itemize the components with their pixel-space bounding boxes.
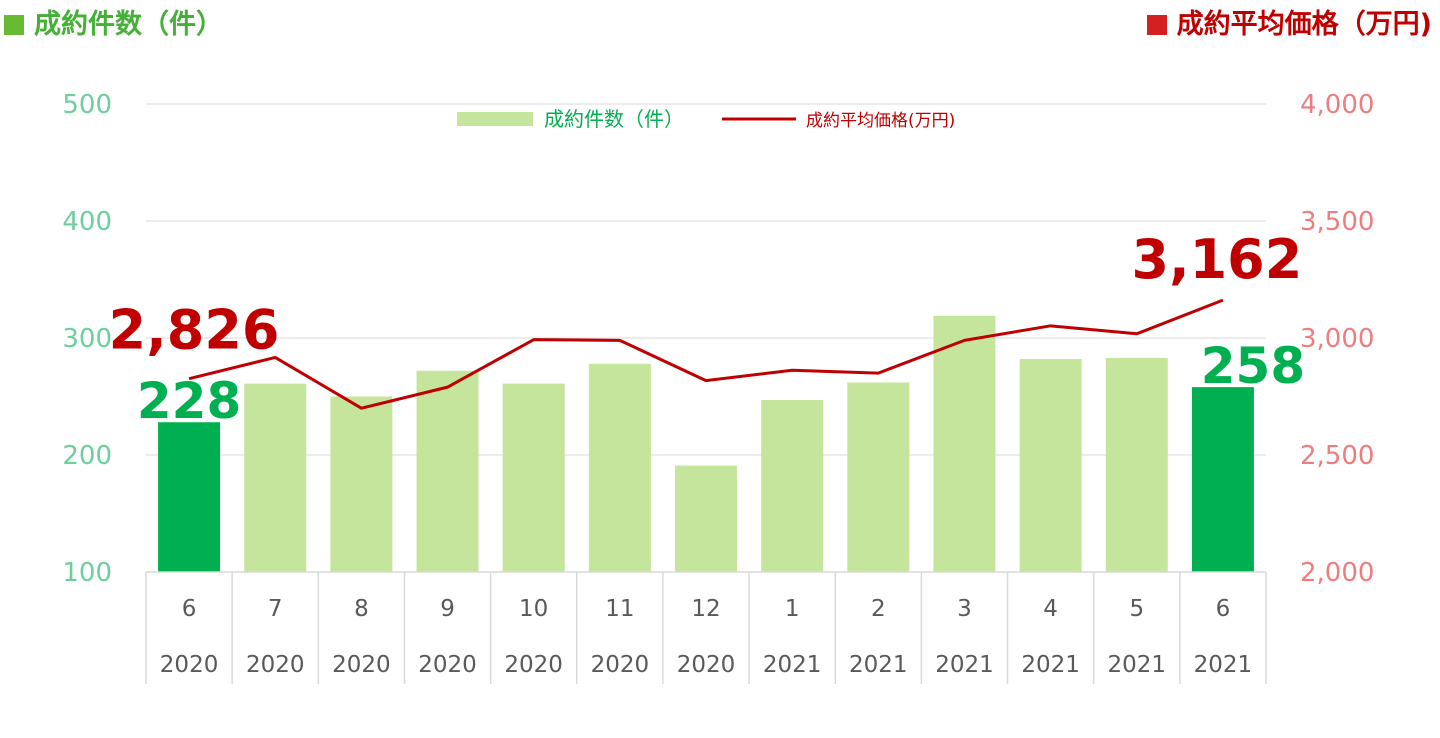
x-axis-month-label: 10 <box>519 596 548 622</box>
x-axis-year-label: 2021 <box>763 652 822 678</box>
left-axis-tick-label: 500 <box>62 90 112 120</box>
x-axis-month-label: 2 <box>871 596 886 622</box>
bar <box>1019 359 1082 572</box>
legend-line-label: 成約平均価格(万円) <box>806 111 955 131</box>
legend-bar-swatch <box>457 112 533 126</box>
bar <box>847 382 910 572</box>
right-axis-tick-label: 4,000 <box>1300 90 1374 120</box>
x-axis-month-label: 8 <box>354 596 369 622</box>
x-axis-year-label: 2020 <box>677 652 736 678</box>
x-axis-year-label: 2020 <box>418 652 477 678</box>
left-axis-tick-label: 300 <box>62 324 112 354</box>
bar <box>502 383 565 572</box>
right-axis-tick-label: 3,000 <box>1300 324 1374 354</box>
bar <box>761 400 824 572</box>
price-line <box>188 298 1224 410</box>
bar <box>158 422 221 572</box>
right-axis-header-text: 成約平均価格（万円) <box>1176 9 1432 40</box>
x-axis-month-label: 9 <box>440 596 455 622</box>
x-axis-year-label: 2020 <box>591 652 650 678</box>
x-axis-year-label: 2021 <box>1107 652 1166 678</box>
red-square-icon <box>1146 15 1167 35</box>
bar <box>1191 387 1254 572</box>
left-axis-tick-label: 200 <box>62 441 112 471</box>
bar-data-label: 228 <box>137 372 241 430</box>
x-axis-month-label: 7 <box>268 596 283 622</box>
green-square-icon <box>4 15 24 35</box>
bar <box>244 383 307 572</box>
x-axis-year-label: 2021 <box>935 652 994 678</box>
x-axis-year-label: 2020 <box>246 652 305 678</box>
x-axis-year-label: 2020 <box>504 652 563 678</box>
bar <box>330 396 393 572</box>
legend-bar-label: 成約件数（件） <box>544 107 684 131</box>
left-axis-header: 成約件数（件） <box>4 2 223 41</box>
bar <box>933 315 996 572</box>
x-axis-year-label: 2020 <box>332 652 391 678</box>
bar <box>675 465 737 572</box>
left-axis-tick-label: 400 <box>62 207 112 237</box>
right-axis-tick-label: 2,500 <box>1300 441 1374 471</box>
x-axis-month-label: 6 <box>182 596 197 622</box>
right-axis-tick-label: 2,000 <box>1300 558 1374 588</box>
x-axis-month-label: 1 <box>785 596 800 622</box>
left-axis-header-text: 成約件数（件） <box>34 9 223 40</box>
line-data-label: 3,162 <box>1132 228 1303 291</box>
x-axis-year-label: 2020 <box>160 652 219 678</box>
left-axis-tick-label: 100 <box>62 558 112 588</box>
x-axis-month-label: 12 <box>691 596 720 622</box>
right-axis-tick-label: 3,500 <box>1300 207 1374 237</box>
line-data-label: 2,826 <box>109 299 280 362</box>
x-axis-year-label: 2021 <box>1021 652 1080 678</box>
x-axis-month-label: 4 <box>1043 596 1058 622</box>
bar <box>588 363 651 572</box>
x-axis-month-label: 6 <box>1216 596 1231 622</box>
bar <box>416 370 479 572</box>
x-axis-year-label: 2021 <box>1194 652 1253 678</box>
x-axis-year-label: 2021 <box>849 652 908 678</box>
x-axis-month-label: 5 <box>1129 596 1144 622</box>
right-axis-header: 成約平均価格（万円) <box>1146 2 1432 41</box>
x-axis-month-label: 11 <box>605 596 634 622</box>
bar <box>1105 357 1168 572</box>
bar-data-label: 258 <box>1201 337 1305 395</box>
x-axis-month-label: 3 <box>957 596 972 622</box>
